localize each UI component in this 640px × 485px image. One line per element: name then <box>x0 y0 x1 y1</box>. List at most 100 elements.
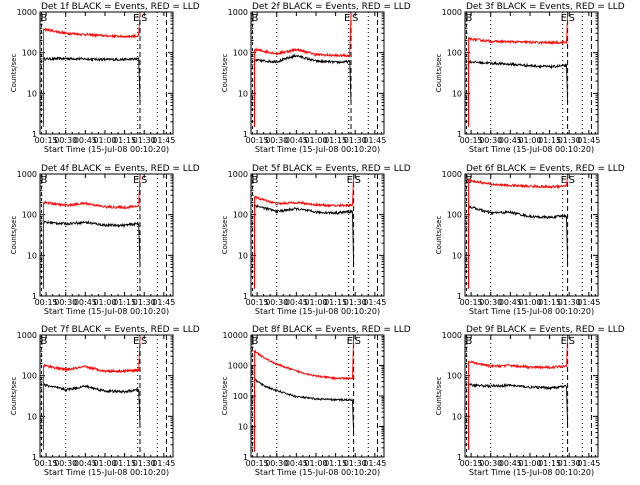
x-tick-label: 01:45 <box>577 459 600 468</box>
x-tick-label: 00:45 <box>499 136 522 145</box>
series-events-line <box>468 205 569 289</box>
y-tick-label: 100 <box>22 49 37 58</box>
y-tick-label: 10 <box>238 423 248 432</box>
x-axis-label: Start Time (15-Jul-08 00:10:20) <box>469 468 594 477</box>
y-tick-label: 1 <box>32 130 37 139</box>
marker-e: E <box>133 13 139 24</box>
x-tick-label: 00:45 <box>285 298 308 307</box>
x-tick-label: 01:00 <box>518 459 541 468</box>
x-axis-label: Start Time (15-Jul-08 00:10:20) <box>44 145 169 154</box>
detector-panel-9: Det 9f BLACK = Events, RED = LLD 1 10 100 10… <box>435 325 625 477</box>
y-tick-label: 10 <box>238 89 248 98</box>
detector-panel-3: Det 3f BLACK = Events, RED = LLD 1 10 100 10… <box>435 2 625 154</box>
x-tick-label: 01:00 <box>304 136 327 145</box>
y-tick-label: 10 <box>27 251 37 260</box>
x-tick-label: 00:15 <box>460 136 483 145</box>
detector-panel-4: Det 4f BLACK = Events, RED = LLD 1 10 100 10… <box>10 164 200 316</box>
detector-panel-1: Det 1f BLACK = Events, RED = LLD 1 10 100 10… <box>10 2 200 154</box>
y-axis-label: Counts/sec <box>435 377 443 416</box>
x-tick-label: 01:15 <box>538 136 561 145</box>
panel-title: Det 6f BLACK = Events, RED = LLD <box>466 164 625 174</box>
x-tick-label: 00:45 <box>74 459 97 468</box>
detector-panel-2: Det 2f BLACK = Events, RED = LLD 1 10 100 10… <box>221 2 411 154</box>
marker-s: S <box>569 13 575 24</box>
x-tick-label: 01:45 <box>363 298 386 307</box>
marker-s: S <box>569 336 575 347</box>
x-tick-label: 01:00 <box>304 298 327 307</box>
y-tick-label: 1000 <box>17 8 37 17</box>
y-tick-label: 100 <box>233 392 248 401</box>
plot-frame <box>250 11 385 135</box>
series-events-line <box>43 56 141 127</box>
plot-frame <box>39 334 174 458</box>
x-axis-label: Start Time (15-Jul-08 00:10:20) <box>44 468 169 477</box>
x-tick-label: 01:15 <box>538 298 561 307</box>
marker-e: E <box>561 175 567 186</box>
panel-title: Det 9f BLACK = Events, RED = LLD <box>466 325 625 335</box>
y-tick-label: 1 <box>32 453 37 462</box>
y-tick-label: 100 <box>233 49 248 58</box>
series-events-line <box>43 219 141 289</box>
y-tick-label: 1000 <box>228 170 248 179</box>
x-tick-label: 01:00 <box>93 459 116 468</box>
plot-frame <box>464 334 599 458</box>
marker-e: E <box>561 336 567 347</box>
y-tick-label: 100 <box>447 49 462 58</box>
y-axis-label: Counts/sec <box>435 216 443 255</box>
marker-s: S <box>355 175 361 186</box>
marker-b: B <box>40 13 47 24</box>
x-axis-label: Start Time (15-Jul-08 00:10:20) <box>255 307 380 316</box>
plot-frame <box>464 173 599 297</box>
marker-s: S <box>569 175 575 186</box>
marker-e: E <box>347 175 353 186</box>
x-tick-label: 01:15 <box>538 459 561 468</box>
series-lld-line <box>254 335 355 452</box>
x-tick-label: 01:45 <box>152 136 175 145</box>
x-tick-label: 01:45 <box>577 136 600 145</box>
y-tick-label: 10 <box>27 412 37 421</box>
y-axis-label: Counts/sec <box>221 377 229 416</box>
y-tick-label: 1 <box>457 453 462 462</box>
x-axis-label: Start Time (15-Jul-08 00:10:20) <box>255 145 380 154</box>
x-tick-label: 00:30 <box>54 136 77 145</box>
panel-title: Det 5f BLACK = Events, RED = LLD <box>252 164 411 174</box>
y-tick-label: 1 <box>243 130 248 139</box>
marker-b: B <box>251 336 258 347</box>
y-tick-label: 100 <box>447 211 462 220</box>
x-tick-label: 01:15 <box>113 298 136 307</box>
y-axis-label: Counts/sec <box>10 216 18 255</box>
y-tick-label: 10 <box>452 251 462 260</box>
series-lld-line <box>468 12 569 127</box>
y-tick-label: 10 <box>27 89 37 98</box>
series-events-line <box>254 377 355 452</box>
marker-e: E <box>133 336 139 347</box>
x-tick-label: 00:30 <box>54 459 77 468</box>
y-tick-label: 100 <box>447 372 462 381</box>
x-tick-label: 00:30 <box>265 136 288 145</box>
panel-title: Det 7f BLACK = Events, RED = LLD <box>41 325 200 335</box>
x-tick-label: 01:30 <box>344 298 367 307</box>
series-events-line <box>254 204 355 289</box>
y-axis-label: Counts/sec <box>221 216 229 255</box>
x-tick-label: 01:30 <box>133 298 156 307</box>
x-axis-label: Start Time (15-Jul-08 00:10:20) <box>255 468 380 477</box>
x-tick-label: 01:00 <box>93 298 116 307</box>
marker-s: S <box>352 13 358 24</box>
marker-e: E <box>344 13 350 24</box>
marker-e: E <box>561 13 567 24</box>
y-tick-label: 1000 <box>442 331 462 340</box>
y-tick-label: 1000 <box>442 8 462 17</box>
marker-b: B <box>251 13 258 24</box>
y-axis-label: Counts/sec <box>221 54 229 93</box>
plot-frame <box>39 173 174 297</box>
y-tick-label: 100 <box>22 372 37 381</box>
y-tick-label: 10000 <box>223 331 248 340</box>
y-tick-label: 1000 <box>228 8 248 17</box>
series-events-line <box>468 59 569 127</box>
x-tick-label: 01:45 <box>152 459 175 468</box>
plot-frame <box>39 11 174 135</box>
y-tick-label: 1 <box>32 292 37 301</box>
marker-b: B <box>251 175 258 186</box>
x-tick-label: 01:30 <box>344 459 367 468</box>
y-tick-label: 100 <box>233 211 248 220</box>
